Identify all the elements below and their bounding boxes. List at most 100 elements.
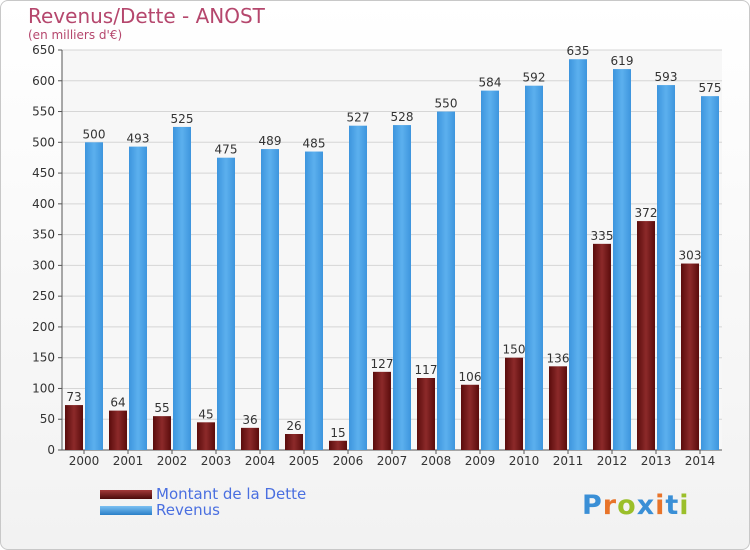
bar-debt (329, 440, 347, 450)
data-label-revenue: 593 (655, 70, 678, 84)
x-tick-label: 2001 (113, 454, 144, 468)
x-tick-label: 2007 (377, 454, 408, 468)
bar-debt (285, 434, 303, 450)
bar-debt (505, 357, 523, 450)
x-tick-label: 2005 (289, 454, 320, 468)
logo-letter: t (665, 490, 680, 521)
bar-revenue (525, 85, 543, 450)
bar-revenue (481, 90, 499, 450)
bar-debt (681, 263, 699, 450)
data-label-debt: 303 (679, 249, 702, 263)
y-tick-label: 100 (32, 381, 55, 395)
bar-debt (153, 416, 171, 450)
bar-debt (461, 384, 479, 450)
bar-revenue (305, 151, 323, 451)
y-tick-label: 150 (32, 351, 55, 365)
y-tick-label: 0 (47, 443, 55, 457)
x-tick-label: 2012 (597, 454, 628, 468)
logo-letter: i (655, 490, 666, 521)
data-label-debt: 117 (415, 363, 438, 377)
y-tick-label: 400 (32, 197, 55, 211)
bar-debt (65, 405, 83, 450)
bar-debt (373, 371, 391, 450)
data-label-revenue: 525 (171, 112, 194, 126)
data-label-revenue: 550 (435, 97, 458, 111)
plot-area (62, 50, 722, 450)
logo-letter: i (679, 490, 690, 521)
y-tick-label: 450 (32, 166, 55, 180)
legend-swatch-revenue (100, 505, 152, 515)
bar-revenue (217, 157, 235, 450)
x-tick-label: 2002 (157, 454, 188, 468)
data-label-revenue: 635 (567, 44, 590, 58)
y-tick-label: 600 (32, 74, 55, 88)
data-label-debt: 136 (547, 351, 570, 365)
data-label-debt: 106 (459, 370, 482, 384)
data-label-revenue: 592 (523, 71, 546, 85)
y-tick-label: 550 (32, 105, 55, 119)
bar-debt (549, 366, 567, 450)
bar-debt (197, 422, 215, 450)
legend-swatch-debt (100, 489, 152, 499)
y-tick-label: 250 (32, 289, 55, 303)
x-tick-label: 2003 (201, 454, 232, 468)
bar-debt (417, 378, 435, 450)
bar-revenue (569, 59, 587, 450)
bar-revenue (85, 142, 103, 451)
bar-debt (109, 410, 127, 450)
data-label-revenue: 493 (127, 132, 150, 146)
data-label-debt: 55 (154, 401, 169, 415)
legend-item-debt: Montant de la Dette (100, 485, 307, 503)
data-label-revenue: 584 (479, 76, 502, 90)
data-label-revenue: 475 (215, 143, 238, 157)
x-tick-label: 2008 (421, 454, 452, 468)
x-tick-label: 2000 (69, 454, 100, 468)
data-label-debt: 127 (371, 357, 394, 371)
data-label-debt: 372 (635, 206, 658, 220)
data-label-debt: 45 (198, 407, 213, 421)
logo-letter: P (582, 490, 603, 521)
x-tick-label: 2004 (245, 454, 276, 468)
x-tick-label: 2013 (641, 454, 672, 468)
y-tick-label: 350 (32, 228, 55, 242)
x-tick-label: 2014 (685, 454, 716, 468)
bar-revenue (129, 146, 147, 450)
data-label-debt: 26 (286, 419, 301, 433)
data-label-debt: 15 (330, 426, 345, 440)
chart-legend: Montant de la Dette Revenus (100, 485, 307, 519)
data-label-debt: 335 (591, 229, 614, 243)
x-tick-label: 2009 (465, 454, 496, 468)
bar-revenue (349, 125, 367, 450)
data-label-revenue: 489 (259, 134, 282, 148)
bar-revenue (393, 125, 411, 451)
x-tick-label: 2011 (553, 454, 584, 468)
y-tick-label: 200 (32, 320, 55, 334)
y-tick-label: 650 (32, 43, 55, 57)
y-tick-label: 50 (40, 412, 55, 426)
bar-revenue (173, 126, 191, 450)
bar-revenue (701, 96, 719, 451)
bar-revenue (261, 149, 279, 451)
bar-revenue (613, 69, 631, 451)
data-label-revenue: 485 (303, 137, 326, 151)
legend-item-revenue: Revenus (100, 501, 306, 519)
bar-debt (637, 221, 655, 450)
logo-letter: o (617, 490, 637, 521)
data-label-revenue: 619 (611, 54, 634, 68)
y-tick-label: 300 (32, 258, 55, 272)
bar-revenue (657, 85, 675, 451)
data-label-debt: 36 (242, 413, 257, 427)
legend-label-revenue: Revenus (156, 501, 220, 519)
data-label-debt: 73 (66, 390, 81, 404)
chart-title: Revenus/Dette - ANOST (28, 4, 265, 28)
x-tick-label: 2006 (333, 454, 364, 468)
data-label-debt: 64 (110, 396, 125, 410)
data-label-revenue: 528 (391, 110, 414, 124)
logo-letter: x (636, 490, 656, 521)
chart-subtitle: (en milliers d'€) (28, 28, 123, 42)
y-tick-label: 500 (32, 135, 55, 149)
bar-debt (593, 243, 611, 450)
proxiti-logo: Proxiti (582, 490, 690, 521)
legend-label-debt: Montant de la Dette (156, 485, 307, 503)
